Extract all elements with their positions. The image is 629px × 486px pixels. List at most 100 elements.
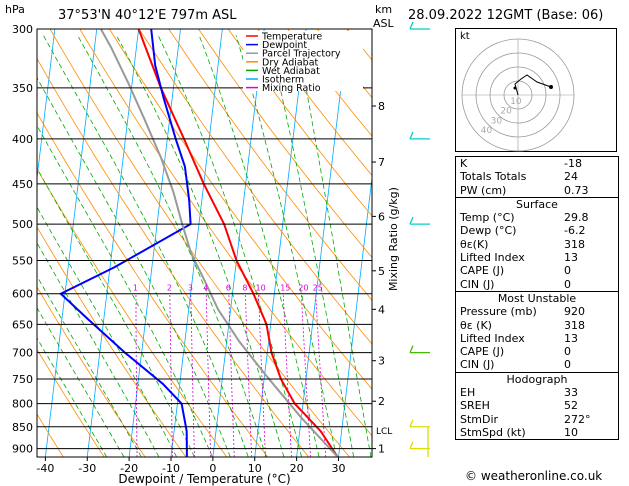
hodograph-kt-label: kt — [460, 31, 470, 42]
series-parcel-trajectory — [100, 29, 339, 457]
surface-heading: Surface — [516, 197, 558, 211]
pw-row: PW (cm) 0.73 — [460, 183, 589, 197]
mixing-ratio-label: 4 — [203, 284, 208, 293]
mixing-ratio-line — [282, 293, 292, 457]
wind-barb-flag — [409, 21, 414, 30]
x-tick-label: 30 — [332, 462, 346, 475]
wet-adiabat-line — [37, 77, 231, 457]
dry-adiabat-line — [257, 29, 372, 177]
mixing-ratio-line — [190, 293, 195, 457]
mixing-ratio-line — [169, 293, 173, 457]
mixing-ratio-axis-label: Mixing Ratio (g/kg) — [387, 187, 400, 291]
x-tick-label: -20 — [120, 462, 138, 475]
hodograph-end-point — [549, 85, 553, 89]
dry-adiabat-line — [227, 29, 372, 217]
pressure-tick-label: 900 — [12, 443, 33, 456]
k-index-row: K -18 — [460, 157, 582, 170]
location-title: 37°53'N 40°12'E 797m ASL — [58, 8, 237, 23]
wet-adiabat-line — [37, 275, 142, 457]
asl-unit-label: ASL — [373, 17, 394, 30]
legend-label: Mixing Ratio — [262, 83, 321, 94]
wet-adiabat-line — [37, 307, 125, 457]
isotherm-line — [128, 29, 181, 457]
km-tick-label: 4 — [378, 303, 385, 316]
isotherm-line — [44, 29, 98, 457]
mixing-ratio-line — [244, 293, 253, 457]
isotherm-line — [37, 29, 56, 182]
km-tick-label: 1 — [378, 443, 385, 456]
x-tick-label: -10 — [162, 462, 180, 475]
indices-table: K -18 Totals Totals 24 PW (cm) 0.73 Surface… — [455, 156, 619, 441]
x-tick-label: -30 — [78, 462, 96, 475]
x-tick-label: 10 — [248, 462, 262, 475]
mixing-ratio-label: 3 — [188, 284, 193, 293]
pressure-tick-label: 850 — [12, 421, 33, 434]
mixing-ratio-line — [135, 293, 138, 457]
mixing-ratio-label: 15 — [280, 284, 290, 293]
km-unit-label: km — [375, 3, 393, 16]
wet-adiabat-line — [198, 35, 320, 457]
pressure-tick-label: 400 — [12, 133, 33, 146]
wet-adiabat-line — [37, 337, 108, 457]
wind-barb-flag — [409, 419, 414, 428]
pressure-tick-label: 450 — [12, 178, 33, 191]
series-dewpoint — [59, 29, 192, 457]
km-tick-label: 2 — [378, 395, 385, 408]
wet-adiabat-line — [77, 35, 267, 457]
legend-label: Isotherm — [262, 75, 304, 86]
isotherm-line — [296, 29, 349, 457]
mixing-ratio-line — [228, 293, 235, 457]
dry-adiabat-line — [37, 286, 146, 457]
wet-adiabat-line — [116, 35, 285, 457]
wet-adiabat-line — [37, 242, 160, 457]
skewt-plot-area — [37, 29, 372, 457]
legend-label: Wet Adiabat — [262, 66, 320, 77]
legend-label: Parcel Trajectory — [262, 49, 341, 60]
km-tick-label: 5 — [378, 265, 385, 278]
plot-frame — [36, 28, 373, 458]
mixing-ratio-line — [205, 293, 211, 457]
mixing-ratio-label: 25 — [313, 284, 323, 293]
wind-barb-flag — [409, 216, 414, 225]
isotherm-line — [86, 29, 140, 457]
wet-adiabat-line — [37, 206, 177, 457]
lcl-label: LCL — [376, 427, 392, 437]
dry-adiabat-line — [109, 29, 372, 390]
wind-barbs — [409, 21, 430, 457]
wet-adiabat-line — [296, 35, 372, 457]
pressure-tick-label: 300 — [12, 23, 33, 36]
mixing-ratio-label: 10 — [256, 284, 266, 293]
mixing-ratio-label: 20 — [298, 284, 308, 293]
km-tick-label: 7 — [378, 156, 385, 169]
hpa-unit-label: hPa — [5, 3, 25, 16]
wet-adiabat-line — [43, 35, 249, 457]
mixing-ratio-label: 6 — [226, 284, 231, 293]
isotherm-line — [170, 29, 223, 457]
hodograph-section: Hodograph EH 33 SREH 52 StmDir 272° StmSpd … — [456, 371, 618, 439]
totals-totals-row: Totals Totals 24 — [460, 170, 578, 184]
wind-barb-flag — [409, 345, 414, 353]
isotherm-line — [254, 29, 307, 457]
hodograph-storm-point — [513, 86, 517, 90]
pressure-tick-label: 600 — [12, 288, 33, 301]
legend-label: Temperature — [261, 32, 322, 43]
wet-adiabat-line — [37, 167, 195, 457]
x-tick-label: 20 — [290, 462, 304, 475]
km-tick-label: 8 — [378, 100, 385, 113]
pressure-tick-label: 750 — [12, 373, 33, 386]
copyright: © weatheronline.co.uk — [465, 469, 603, 483]
x-tick-label: 0 — [209, 462, 216, 475]
most-unstable-heading: Most Unstable — [497, 291, 577, 305]
most-unstable-section: Most Unstable Pressure (mb) 920 θε (K) 318… — [456, 290, 618, 372]
hodograph-ring-label: 30 — [491, 116, 503, 126]
hodograph-trace — [514, 74, 552, 96]
legend-background — [243, 31, 363, 91]
hodograph-frame — [455, 28, 617, 152]
datetime-title: 28.09.2022 12GMT (Base: 06) — [408, 8, 604, 23]
mixing-ratio-label: 8 — [242, 284, 247, 293]
pressure-tick-label: 700 — [12, 347, 33, 360]
km-tick-label: 3 — [378, 355, 385, 368]
dry-adiabat-line — [138, 29, 372, 345]
